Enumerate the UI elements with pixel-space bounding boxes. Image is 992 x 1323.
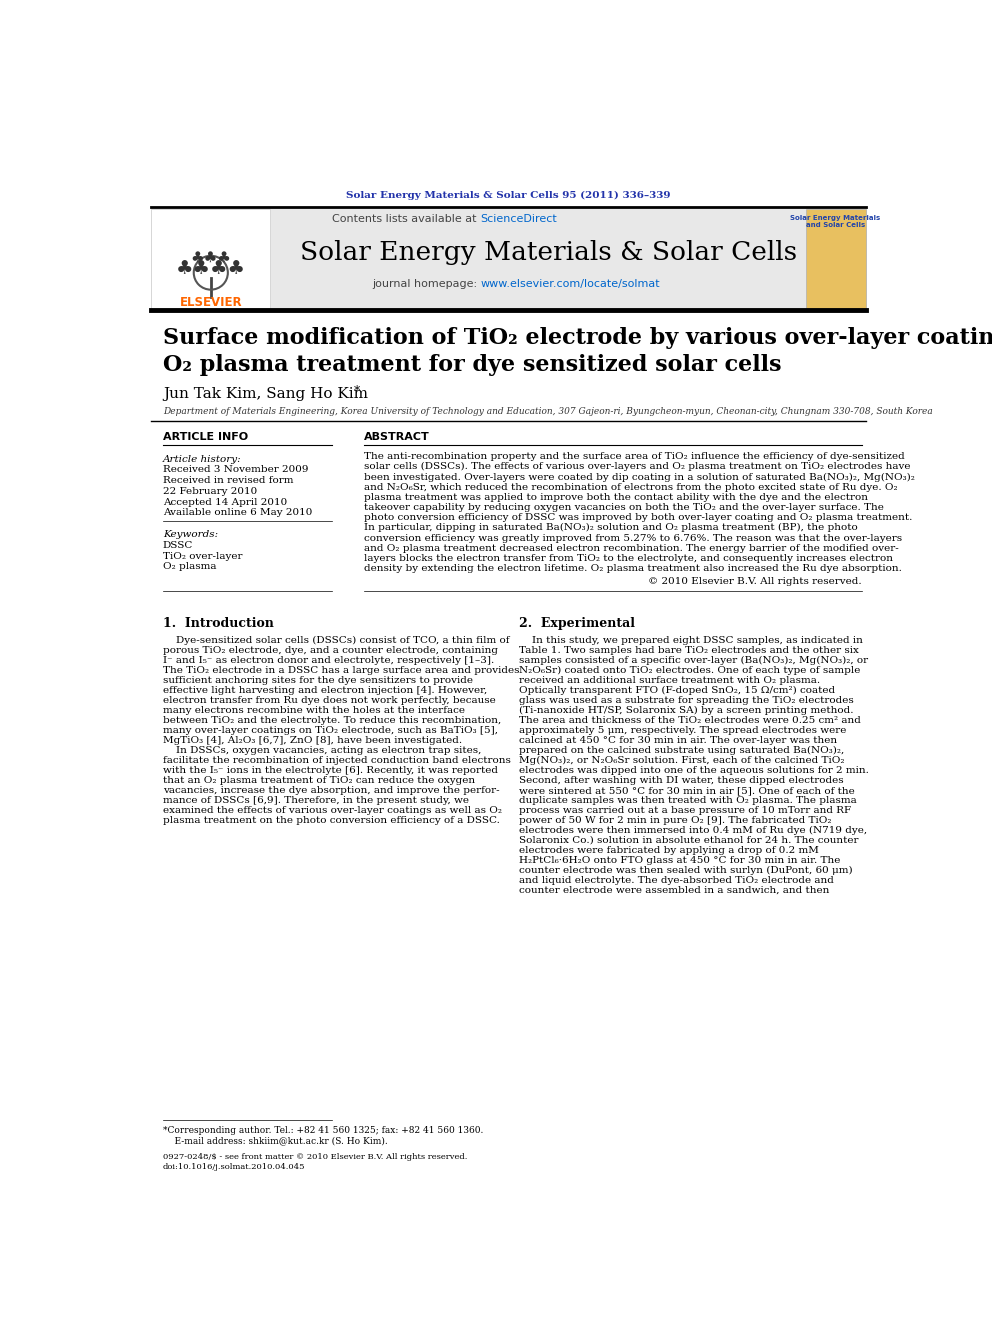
Text: Table 1. Two samples had bare TiO₂ electrodes and the other six: Table 1. Two samples had bare TiO₂ elect…: [519, 646, 859, 655]
Text: with the I₅⁻ ions in the electrolyte [6]. Recently, it was reported: with the I₅⁻ ions in the electrolyte [6]…: [163, 766, 498, 775]
Text: Article history:: Article history:: [163, 455, 241, 463]
Text: and O₂ plasma treatment decreased electron recombination. The energy barrier of : and O₂ plasma treatment decreased electr…: [364, 544, 899, 553]
Text: www.elsevier.com/locate/solmat: www.elsevier.com/locate/solmat: [480, 279, 660, 290]
Text: ScienceDirect: ScienceDirect: [480, 214, 558, 224]
Text: The anti-recombination property and the surface area of TiO₂ influence the effic: The anti-recombination property and the …: [364, 452, 905, 462]
Text: Second, after washing with DI water, these dipped electrodes: Second, after washing with DI water, the…: [519, 777, 844, 785]
Text: process was carried out at a base pressure of 10 mTorr and RF: process was carried out at a base pressu…: [519, 806, 851, 815]
Text: Contents lists available at: Contents lists available at: [332, 214, 480, 224]
Text: I⁻ and I₅⁻ as electron donor and electrolyte, respectively [1–3].: I⁻ and I₅⁻ as electron donor and electro…: [163, 656, 494, 665]
Text: 0927-0248/$ - see front matter © 2010 Elsevier B.V. All rights reserved.: 0927-0248/$ - see front matter © 2010 El…: [163, 1152, 467, 1160]
Text: Available online 6 May 2010: Available online 6 May 2010: [163, 508, 312, 517]
Text: vacancies, increase the dye absorption, and improve the perfor-: vacancies, increase the dye absorption, …: [163, 786, 499, 795]
Text: Solar Energy Materials & Solar Cells: Solar Energy Materials & Solar Cells: [301, 241, 798, 265]
Text: O₂ plasma treatment for dye sensitized solar cells: O₂ plasma treatment for dye sensitized s…: [163, 355, 782, 376]
Text: O₂ plasma: O₂ plasma: [163, 562, 216, 572]
Text: 2.  Experimental: 2. Experimental: [519, 617, 635, 630]
Text: between TiO₂ and the electrolyte. To reduce this recombination,: between TiO₂ and the electrolyte. To red…: [163, 716, 501, 725]
Text: electron transfer from Ru dye does not work perfectly, because: electron transfer from Ru dye does not w…: [163, 696, 495, 705]
Text: Mg(NO₃)₂, or N₂O₆Sr solution. First, each of the calcined TiO₂: Mg(NO₃)₂, or N₂O₆Sr solution. First, eac…: [519, 755, 845, 765]
Text: ELSEVIER: ELSEVIER: [180, 296, 242, 310]
Text: MgTiO₃ [4], Al₂O₃ [6,7], ZnO [8], have been investigated.: MgTiO₃ [4], Al₂O₃ [6,7], ZnO [8], have b…: [163, 736, 462, 745]
Text: many electrons recombine with the holes at the interface: many electrons recombine with the holes …: [163, 706, 464, 714]
Text: been investigated. Over-layers were coated by dip coating in a solution of satur: been investigated. Over-layers were coat…: [364, 472, 916, 482]
Text: H₂PtCl₆·6H₂O onto FTO glass at 450 °C for 30 min in air. The: H₂PtCl₆·6H₂O onto FTO glass at 450 °C fo…: [519, 856, 840, 865]
Text: ♣♣♣: ♣♣♣: [190, 250, 231, 265]
Text: Optically transparent FTO (F-doped SnO₂, 15 Ω/cm²) coated: Optically transparent FTO (F-doped SnO₂,…: [519, 685, 835, 695]
Text: samples consisted of a specific over-layer (Ba(NO₃)₂, Mg(NO₃)₂, or: samples consisted of a specific over-lay…: [519, 656, 868, 665]
Text: calcined at 450 °C for 30 min in air. The over-layer was then: calcined at 450 °C for 30 min in air. Th…: [519, 736, 837, 745]
Text: DSSC: DSSC: [163, 541, 193, 550]
Text: duplicate samples was then treated with O₂ plasma. The plasma: duplicate samples was then treated with …: [519, 796, 857, 804]
Text: received an additional surface treatment with O₂ plasma.: received an additional surface treatment…: [519, 676, 820, 685]
Text: electrodes were then immersed into 0.4 mM of Ru dye (N719 dye,: electrodes were then immersed into 0.4 m…: [519, 826, 867, 835]
Bar: [151, 209, 270, 308]
Text: layers blocks the electron transfer from TiO₂ to the electrolyte, and consequent: layers blocks the electron transfer from…: [364, 554, 893, 562]
Text: facilitate the recombination of injected conduction band electrons: facilitate the recombination of injected…: [163, 755, 511, 765]
Text: ABSTRACT: ABSTRACT: [364, 433, 430, 442]
Text: 1.  Introduction: 1. Introduction: [163, 617, 274, 630]
Text: Solar Energy Materials & Solar Cells 95 (2011) 336–339: Solar Energy Materials & Solar Cells 95 …: [346, 191, 671, 200]
Text: *: *: [354, 385, 360, 398]
Text: E-mail address: shkiim@kut.ac.kr (S. Ho Kim).: E-mail address: shkiim@kut.ac.kr (S. Ho …: [163, 1136, 388, 1144]
Text: effective light harvesting and electron injection [4]. However,: effective light harvesting and electron …: [163, 685, 487, 695]
Text: Solaronix Co.) solution in absolute ethanol for 24 h. The counter: Solaronix Co.) solution in absolute etha…: [519, 836, 859, 845]
Text: electrodes were fabricated by applying a drop of 0.2 mM: electrodes were fabricated by applying a…: [519, 845, 819, 855]
Text: (Ti-nanoxide HT/SP, Solaronix SA) by a screen printing method.: (Ti-nanoxide HT/SP, Solaronix SA) by a s…: [519, 706, 854, 714]
Text: and liquid electrolyte. The dye-absorbed TiO₂ electrode and: and liquid electrolyte. The dye-absorbed…: [519, 876, 834, 885]
Text: Jun Tak Kim, Sang Ho Kim: Jun Tak Kim, Sang Ho Kim: [163, 388, 368, 401]
Text: ARTICLE INFO: ARTICLE INFO: [163, 433, 248, 442]
Text: density by extending the electron lifetime. O₂ plasma treatment also increased t: density by extending the electron lifeti…: [364, 564, 902, 573]
Text: Surface modification of TiO₂ electrode by various over-layer coatings and: Surface modification of TiO₂ electrode b…: [163, 327, 992, 349]
Text: N₂O₆Sr) coated onto TiO₂ electrodes. One of each type of sample: N₂O₆Sr) coated onto TiO₂ electrodes. One…: [519, 665, 861, 675]
Text: plasma treatment on the photo conversion efficiency of a DSSC.: plasma treatment on the photo conversion…: [163, 816, 500, 826]
Text: mance of DSSCs [6,9]. Therefore, in the present study, we: mance of DSSCs [6,9]. Therefore, in the …: [163, 796, 469, 804]
Text: ♣♣♣♣: ♣♣♣♣: [176, 259, 246, 278]
Text: and N₂O₆Sr, which reduced the recombination of electrons from the photo excited : and N₂O₆Sr, which reduced the recombinat…: [364, 483, 898, 492]
Bar: [151, 209, 806, 308]
Text: Keywords:: Keywords:: [163, 531, 218, 538]
Text: electrodes was dipped into one of the aqueous solutions for 2 min.: electrodes was dipped into one of the aq…: [519, 766, 869, 775]
Text: many over-layer coatings on TiO₂ electrode, such as BaTiO₃ [5],: many over-layer coatings on TiO₂ electro…: [163, 726, 498, 734]
Text: In particular, dipping in saturated Ba(NO₃)₂ solution and O₂ plasma treatment (B: In particular, dipping in saturated Ba(N…: [364, 524, 858, 532]
Text: Dye-sensitized solar cells (DSSCs) consist of TCO, a thin film of: Dye-sensitized solar cells (DSSCs) consi…: [163, 636, 509, 644]
Text: doi:10.1016/j.solmat.2010.04.045: doi:10.1016/j.solmat.2010.04.045: [163, 1163, 306, 1171]
Text: glass was used as a substrate for spreading the TiO₂ electrodes: glass was used as a substrate for spread…: [519, 696, 854, 705]
Text: approximately 5 μm, respectively. The spread electrodes were: approximately 5 μm, respectively. The sp…: [519, 726, 846, 734]
Text: © 2010 Elsevier B.V. All rights reserved.: © 2010 Elsevier B.V. All rights reserved…: [648, 577, 862, 586]
Text: power of 50 W for 2 min in pure O₂ [9]. The fabricated TiO₂: power of 50 W for 2 min in pure O₂ [9]. …: [519, 816, 831, 826]
Bar: [806, 209, 866, 308]
Text: 22 February 2010: 22 February 2010: [163, 487, 257, 496]
Text: were sintered at 550 °C for 30 min in air [5]. One of each of the: were sintered at 550 °C for 30 min in ai…: [519, 786, 855, 795]
Text: journal homepage:: journal homepage:: [372, 279, 480, 290]
Text: The TiO₂ electrode in a DSSC has a large surface area and provides: The TiO₂ electrode in a DSSC has a large…: [163, 665, 519, 675]
Text: TiO₂ over-layer: TiO₂ over-layer: [163, 552, 242, 561]
Text: Department of Materials Engineering, Korea University of Technology and Educatio: Department of Materials Engineering, Kor…: [163, 406, 932, 415]
Text: The area and thickness of the TiO₂ electrodes were 0.25 cm² and: The area and thickness of the TiO₂ elect…: [519, 716, 861, 725]
Text: counter electrode was then sealed with surlyn (DuPont, 60 μm): counter electrode was then sealed with s…: [519, 867, 853, 875]
Text: plasma treatment was applied to improve both the contact ability with the dye an: plasma treatment was applied to improve …: [364, 493, 868, 501]
Text: examined the effects of various over-layer coatings as well as O₂: examined the effects of various over-lay…: [163, 806, 502, 815]
Text: *Corresponding author. Tel.: +82 41 560 1325; fax: +82 41 560 1360.: *Corresponding author. Tel.: +82 41 560 …: [163, 1126, 483, 1135]
Text: that an O₂ plasma treatment of TiO₂ can reduce the oxygen: that an O₂ plasma treatment of TiO₂ can …: [163, 777, 475, 785]
Text: Accepted 14 April 2010: Accepted 14 April 2010: [163, 497, 287, 507]
Text: porous TiO₂ electrode, dye, and a counter electrode, containing: porous TiO₂ electrode, dye, and a counte…: [163, 646, 498, 655]
Text: solar cells (DSSCs). The effects of various over-layers and O₂ plasma treatment : solar cells (DSSCs). The effects of vari…: [364, 462, 911, 471]
Text: In this study, we prepared eight DSSC samples, as indicated in: In this study, we prepared eight DSSC sa…: [519, 636, 863, 644]
Text: In DSSCs, oxygen vacancies, acting as electron trap sites,: In DSSCs, oxygen vacancies, acting as el…: [163, 746, 481, 755]
Text: Received in revised form: Received in revised form: [163, 476, 294, 486]
Text: prepared on the calcined substrate using saturated Ba(NO₃)₂,: prepared on the calcined substrate using…: [519, 746, 844, 755]
Text: Received 3 November 2009: Received 3 November 2009: [163, 466, 309, 475]
Text: conversion efficiency was greatly improved from 5.27% to 6.76%. The reason was t: conversion efficiency was greatly improv…: [364, 533, 903, 542]
Text: Solar Energy Materials
and Solar Cells: Solar Energy Materials and Solar Cells: [791, 216, 881, 229]
Text: counter electrode were assembled in a sandwich, and then: counter electrode were assembled in a sa…: [519, 886, 829, 896]
Text: takeover capability by reducing oxygen vacancies on both the TiO₂ and the over-l: takeover capability by reducing oxygen v…: [364, 503, 884, 512]
Text: sufficient anchoring sites for the dye sensitizers to provide: sufficient anchoring sites for the dye s…: [163, 676, 473, 685]
Text: photo conversion efficiency of DSSC was improved by both over-layer coating and : photo conversion efficiency of DSSC was …: [364, 513, 913, 523]
